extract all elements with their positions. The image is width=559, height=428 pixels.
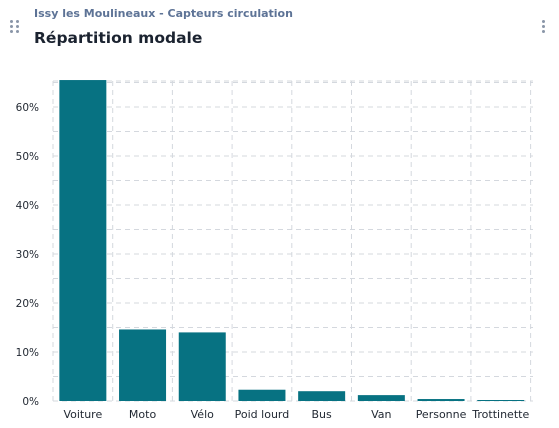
y-tick-label: 40%	[16, 200, 39, 212]
more-options-icon[interactable]	[541, 20, 547, 34]
x-tick-label: Moto	[129, 408, 157, 421]
y-tick-label: 50%	[16, 151, 39, 163]
y-tick-label: 60%	[16, 102, 39, 114]
y-tick-label: 30%	[16, 249, 39, 261]
x-tick-label: Personne	[416, 408, 467, 421]
x-tick-label: Vélo	[191, 408, 214, 421]
y-tick-label: 10%	[16, 347, 39, 359]
bar-personne[interactable]	[417, 399, 465, 401]
bar-bus[interactable]	[298, 391, 346, 401]
y-tick-label: 0%	[22, 396, 39, 408]
bar-voiture[interactable]	[59, 80, 107, 402]
x-tick-label: Bus	[312, 408, 333, 421]
widget-title: Répartition modale	[34, 29, 203, 47]
x-tick-label: Poid lourd	[235, 408, 290, 421]
bar-poid-lourd[interactable]	[238, 389, 286, 401]
x-tick-label: Voiture	[63, 408, 102, 421]
y-tick-label: 20%	[16, 298, 39, 310]
bar-van[interactable]	[357, 395, 405, 401]
x-tick-label: Trottinette	[471, 408, 529, 421]
bar-trottinette[interactable]	[477, 400, 525, 401]
x-tick-label: Van	[371, 408, 391, 421]
bar-moto[interactable]	[119, 329, 167, 401]
bar-vélo[interactable]	[178, 332, 226, 401]
drag-handle-icon[interactable]	[9, 20, 21, 34]
widget-subtitle: Issy les Moulineaux - Capteurs circulati…	[34, 7, 293, 20]
